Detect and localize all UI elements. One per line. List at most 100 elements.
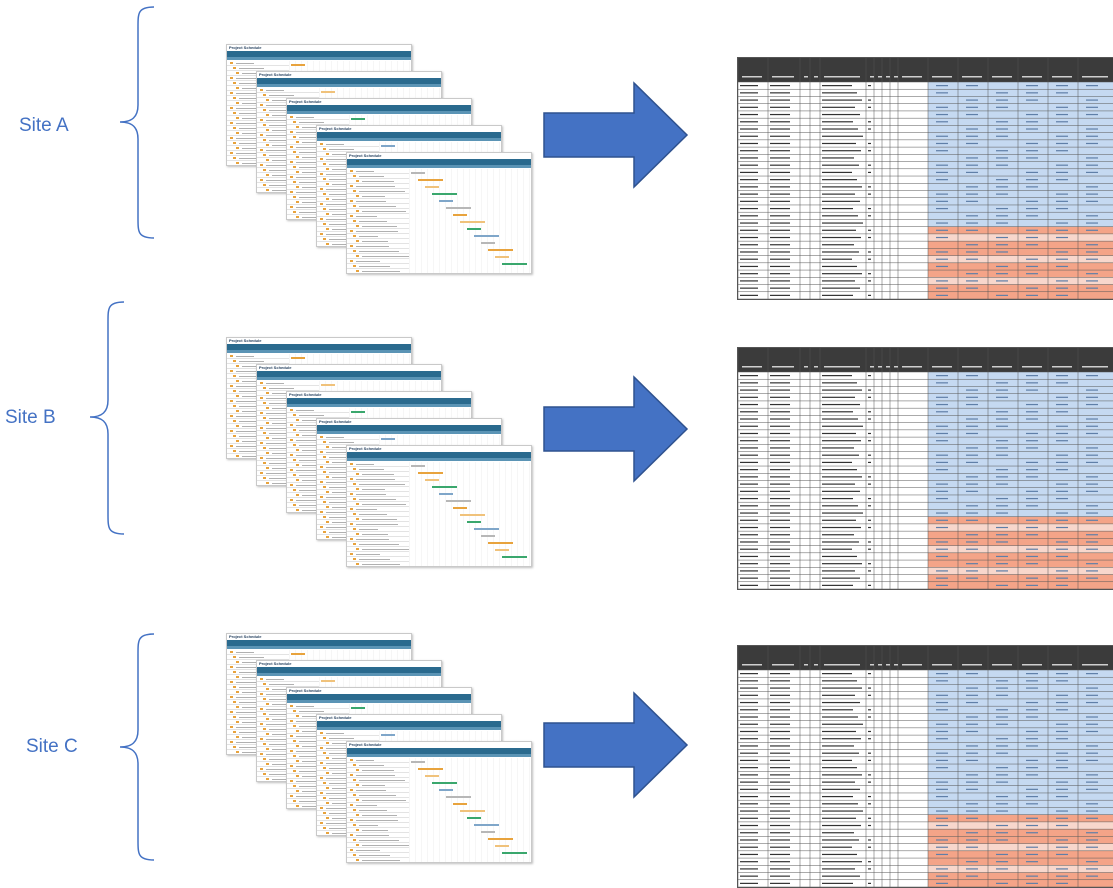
sheet-text-mark xyxy=(740,171,758,174)
sheet-text-mark xyxy=(770,810,790,812)
schedule-task-list xyxy=(347,169,409,273)
sheet-value-mark xyxy=(936,396,948,398)
gantt-bar xyxy=(481,242,495,244)
sheet-value-mark xyxy=(1026,92,1038,94)
sheet-value-mark xyxy=(1026,469,1038,471)
sheet-text-mark xyxy=(770,280,790,282)
sheet-value-mark xyxy=(1026,461,1038,464)
sheet-header-mark xyxy=(894,76,898,78)
sheet-value-mark xyxy=(936,193,948,195)
sheet-text-mark xyxy=(740,193,758,195)
sheet-value-mark xyxy=(936,179,948,181)
schedule-toolbar xyxy=(285,338,409,351)
gantt-bar xyxy=(467,228,481,230)
schedule-task-row xyxy=(347,838,409,843)
gantt-bar xyxy=(467,521,481,523)
sheet-text-mark xyxy=(822,294,853,296)
sheet-value-mark xyxy=(936,673,948,675)
sheet-header-mark xyxy=(886,366,890,368)
sheet-value-mark xyxy=(1026,258,1038,260)
gantt-bar xyxy=(453,507,467,509)
sheet-text-mark xyxy=(770,673,790,675)
sheet-value-mark xyxy=(1086,563,1098,565)
sheet-text-mark xyxy=(822,861,862,863)
schedule-header xyxy=(317,425,501,431)
sheet-value-mark xyxy=(996,497,1008,500)
schedule-task-row xyxy=(347,512,409,517)
sheet-text-mark xyxy=(740,440,758,442)
sheet-text-mark xyxy=(822,730,856,733)
sheet-text-mark xyxy=(822,497,853,500)
sheet-value-mark xyxy=(1026,680,1038,682)
sheet-text-mark xyxy=(822,375,852,377)
spreadsheet-site-a xyxy=(737,57,1113,300)
sheet-value-mark xyxy=(1056,229,1068,231)
sheet-value-mark xyxy=(996,92,1008,94)
spreadsheet-site-c xyxy=(737,645,1113,888)
sheet-value-mark xyxy=(966,418,978,420)
sheet-value-mark xyxy=(966,694,978,696)
gantt-bar xyxy=(481,535,495,537)
sheet-value-mark xyxy=(966,135,978,137)
sheet-value-mark xyxy=(1026,411,1038,413)
sheet-text-mark xyxy=(822,251,859,253)
sheet-value-mark xyxy=(1086,846,1098,848)
sheet-value-mark xyxy=(1026,738,1038,740)
sheet-text-mark xyxy=(868,476,871,478)
sheet-value-mark xyxy=(1086,447,1098,449)
sheet-header-mark xyxy=(870,76,874,78)
sheet-value-mark xyxy=(936,432,948,435)
schedule-task-row xyxy=(347,803,409,808)
sheet-value-mark xyxy=(1056,200,1068,202)
sheet-text-mark xyxy=(822,577,860,579)
sheet-value-mark xyxy=(936,767,948,769)
gantt-bar xyxy=(411,465,425,467)
sheet-value-mark xyxy=(936,382,948,384)
sheet-value-mark xyxy=(1086,375,1098,377)
sheet-value-mark xyxy=(936,229,948,231)
schedule-task-row xyxy=(347,537,409,542)
sheet-text-mark xyxy=(740,701,758,704)
gantt-bar xyxy=(474,235,499,237)
sheet-text-mark xyxy=(770,853,790,856)
sheet-value-mark xyxy=(996,687,1008,689)
schedule-task-row xyxy=(287,120,349,125)
sheet-value-mark xyxy=(996,150,1008,152)
sheet-text-mark xyxy=(740,861,758,863)
sheet-text-mark xyxy=(868,541,871,543)
sheet-value-mark xyxy=(1056,512,1068,514)
sheet-text-mark xyxy=(770,200,790,202)
gantt-bar xyxy=(418,179,443,181)
sheet-value-mark xyxy=(936,454,948,456)
sheet-value-mark xyxy=(996,251,1008,253)
sheet-text-mark xyxy=(822,680,857,682)
brace-site-a xyxy=(119,6,155,239)
sheet-value-mark xyxy=(936,709,948,711)
sheet-text-mark xyxy=(822,128,858,130)
sheet-value-mark xyxy=(1056,788,1068,790)
sheet-text-mark xyxy=(822,839,859,841)
schedule-task-row xyxy=(317,435,379,440)
sheet-header-mark xyxy=(804,366,808,368)
sheet-value-mark xyxy=(996,832,1008,834)
sheet-value-mark xyxy=(966,113,978,116)
sheet-text-mark xyxy=(770,730,790,733)
sheet-value-mark xyxy=(1086,490,1098,492)
sheet-text-mark xyxy=(822,461,852,464)
sheet-value-mark xyxy=(1086,505,1098,507)
sheet-value-mark xyxy=(996,526,1008,529)
sheet-header-mark xyxy=(1052,76,1072,78)
sheet-text-mark xyxy=(770,519,790,521)
sheet-value-cells xyxy=(928,103,1113,111)
site-b-label: Site B xyxy=(5,407,56,428)
sheet-value-cells xyxy=(928,226,1113,234)
sheet-value-cells xyxy=(928,727,1113,736)
sheet-text-mark xyxy=(770,236,790,239)
sheet-text-mark xyxy=(770,759,790,762)
sheet-text-mark xyxy=(822,490,860,492)
schedule-header xyxy=(287,105,471,111)
sheet-text-mark xyxy=(822,846,852,848)
sheet-text-mark xyxy=(740,738,758,740)
gantt-bar xyxy=(474,824,499,826)
sheet-text-mark xyxy=(770,774,790,776)
